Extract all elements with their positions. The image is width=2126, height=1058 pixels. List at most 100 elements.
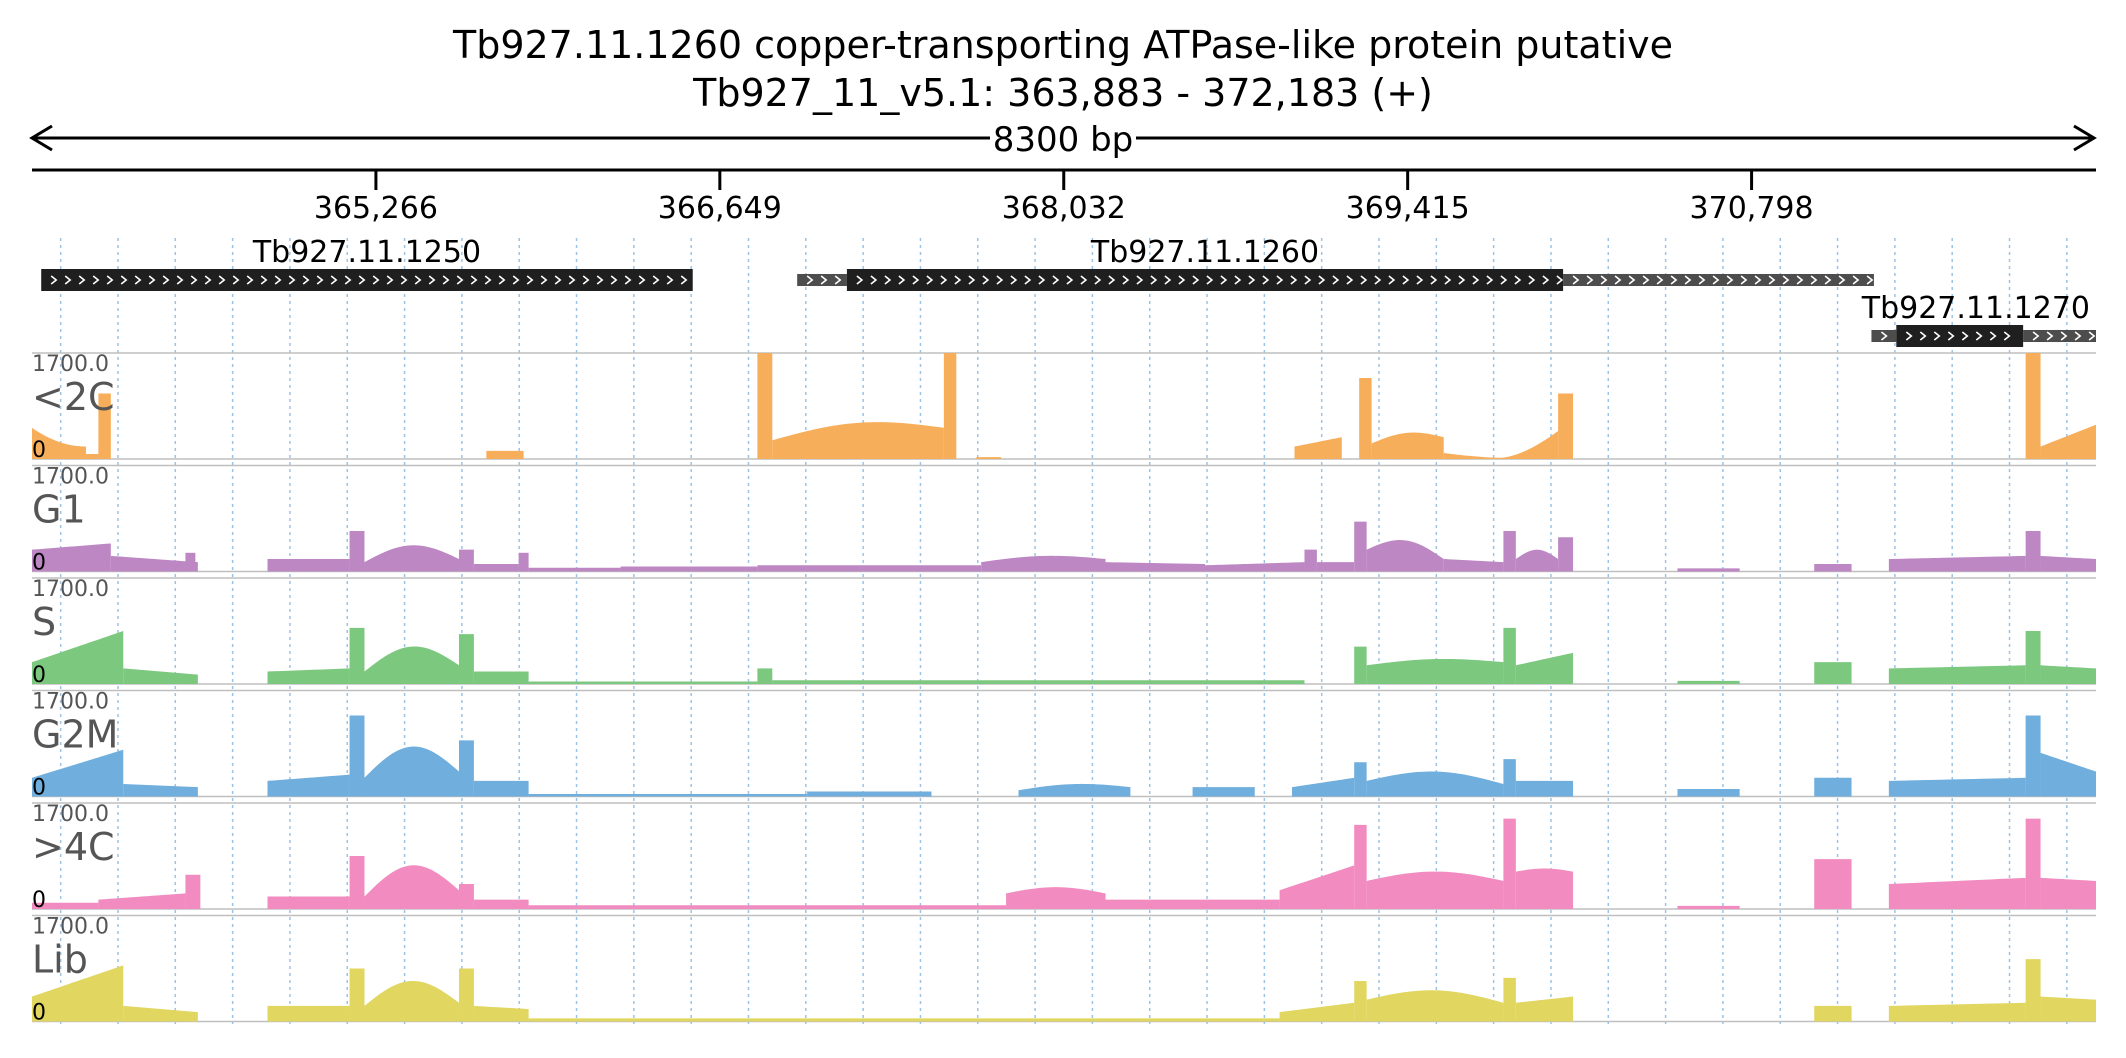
coverage-bar	[518, 552, 529, 572]
track-name-label: G2M	[32, 713, 118, 757]
coverage-bar	[1515, 996, 1574, 1022]
track-ymin-label: 0	[32, 1001, 46, 1026]
strand-chevron	[386, 275, 394, 285]
track-ymax-label: 1700.0	[32, 352, 109, 377]
coverage-bar	[32, 631, 124, 684]
coverage-bar	[528, 681, 758, 684]
strand-chevron	[344, 275, 352, 285]
track-ymin-label: 0	[32, 663, 46, 688]
strand-chevron	[1346, 275, 1354, 285]
coverage-bar	[1443, 430, 1559, 459]
strand-chevron	[274, 275, 282, 285]
strand-chevron	[260, 275, 268, 285]
coverage-bar	[1503, 759, 1516, 797]
utr-chevrons	[2032, 331, 2096, 341]
strand-chevron	[996, 275, 1004, 285]
strand-chevron	[400, 275, 408, 285]
coverage-bar	[1366, 990, 1504, 1022]
strand-chevron	[1528, 275, 1536, 285]
strand-chevron	[1852, 275, 1860, 285]
gene-cds	[1896, 325, 2024, 347]
coverage-bar	[1371, 432, 1444, 459]
coverage-bar	[1503, 977, 1516, 1022]
coverage-bar	[349, 856, 365, 909]
span-arrow-right-head	[2073, 124, 2097, 152]
strand-chevron	[624, 275, 632, 285]
coverage-bar	[267, 774, 350, 797]
coverage-bar	[981, 555, 1106, 572]
strand-chevron	[1248, 275, 1256, 285]
strand-chevron	[1975, 331, 1983, 341]
strand-chevron	[2003, 331, 2011, 341]
coverage-bar	[1354, 646, 1367, 684]
strand-chevron	[218, 275, 226, 285]
strand-chevron	[1905, 331, 1913, 341]
strand-chevron	[1094, 275, 1102, 285]
ruler-tick-label: 366,649	[658, 191, 782, 226]
strand-chevron	[1430, 275, 1438, 285]
track-ymax-label: 1700.0	[32, 577, 109, 602]
strand-chevron	[1614, 275, 1622, 285]
coverage-bar	[1105, 562, 1205, 572]
strand-chevron	[64, 275, 72, 285]
coverage-bar	[364, 746, 459, 797]
strand-chevron	[1514, 275, 1522, 285]
track-ymax-label: 1700.0	[32, 690, 109, 715]
coverage-bar	[458, 884, 474, 909]
strand-chevron	[1486, 275, 1494, 285]
coverage-bar	[528, 1018, 1280, 1022]
coverage-bar	[364, 980, 459, 1022]
strand-chevron	[246, 275, 254, 285]
strand-chevron	[982, 275, 990, 285]
strand-chevron	[330, 275, 338, 285]
coverage-bar	[185, 552, 196, 572]
coverage-bar	[1279, 865, 1355, 909]
strand-chevron	[1933, 331, 1941, 341]
strand-chevron	[1276, 275, 1284, 285]
strand-chevron	[1472, 275, 1480, 285]
strand-chevron	[428, 275, 436, 285]
strand-chevron	[1586, 275, 1594, 285]
coverage-bar	[267, 1005, 350, 1022]
span-length-label: 8300 bp	[993, 120, 1134, 160]
strand-chevron	[1318, 275, 1326, 285]
coverage-bar	[267, 896, 350, 909]
coverage-bar	[364, 865, 459, 909]
strand-chevron	[372, 275, 380, 285]
strand-chevron	[316, 275, 324, 285]
strand-chevron	[358, 275, 366, 285]
coverage-track: 1700.0S 0	[32, 577, 2096, 688]
strand-chevron	[1360, 275, 1368, 285]
strand-chevron	[1600, 275, 1608, 285]
strand-chevron	[820, 275, 828, 285]
strand-chevron	[134, 275, 142, 285]
track-ymin-label: 0	[32, 888, 46, 913]
coverage-bar	[1366, 658, 1504, 684]
strand-chevron	[1684, 275, 1692, 285]
strand-chevron	[1332, 275, 1340, 285]
strand-chevron	[870, 275, 878, 285]
cds-chevrons	[50, 275, 688, 285]
coverage-bar	[1515, 868, 1574, 909]
coverage-bar	[1503, 530, 1516, 572]
strand-chevron	[1234, 275, 1242, 285]
strand-chevron	[1080, 275, 1088, 285]
coverage-bar	[1677, 680, 1740, 684]
coverage-bar	[1294, 437, 1342, 459]
strand-chevron	[1740, 275, 1748, 285]
coverage-bar	[267, 668, 350, 684]
strand-chevron	[2060, 331, 2068, 341]
coverage-bar	[1814, 662, 1852, 684]
strand-chevron	[1556, 275, 1564, 285]
figure-subtitle: Tb927_11_v5.1: 363,883 - 372,183 (+)	[692, 71, 1433, 115]
span-arrow: 8300 bp	[29, 120, 2097, 160]
strand-chevron	[176, 275, 184, 285]
utr-chevrons	[1572, 275, 1874, 285]
strand-chevron	[1374, 275, 1382, 285]
coverage-track: 1700.0<2C 0	[32, 352, 2096, 463]
strand-chevron	[1458, 275, 1466, 285]
strand-chevron	[1989, 331, 1997, 341]
strand-chevron	[1866, 275, 1874, 285]
strand-chevron	[148, 275, 156, 285]
